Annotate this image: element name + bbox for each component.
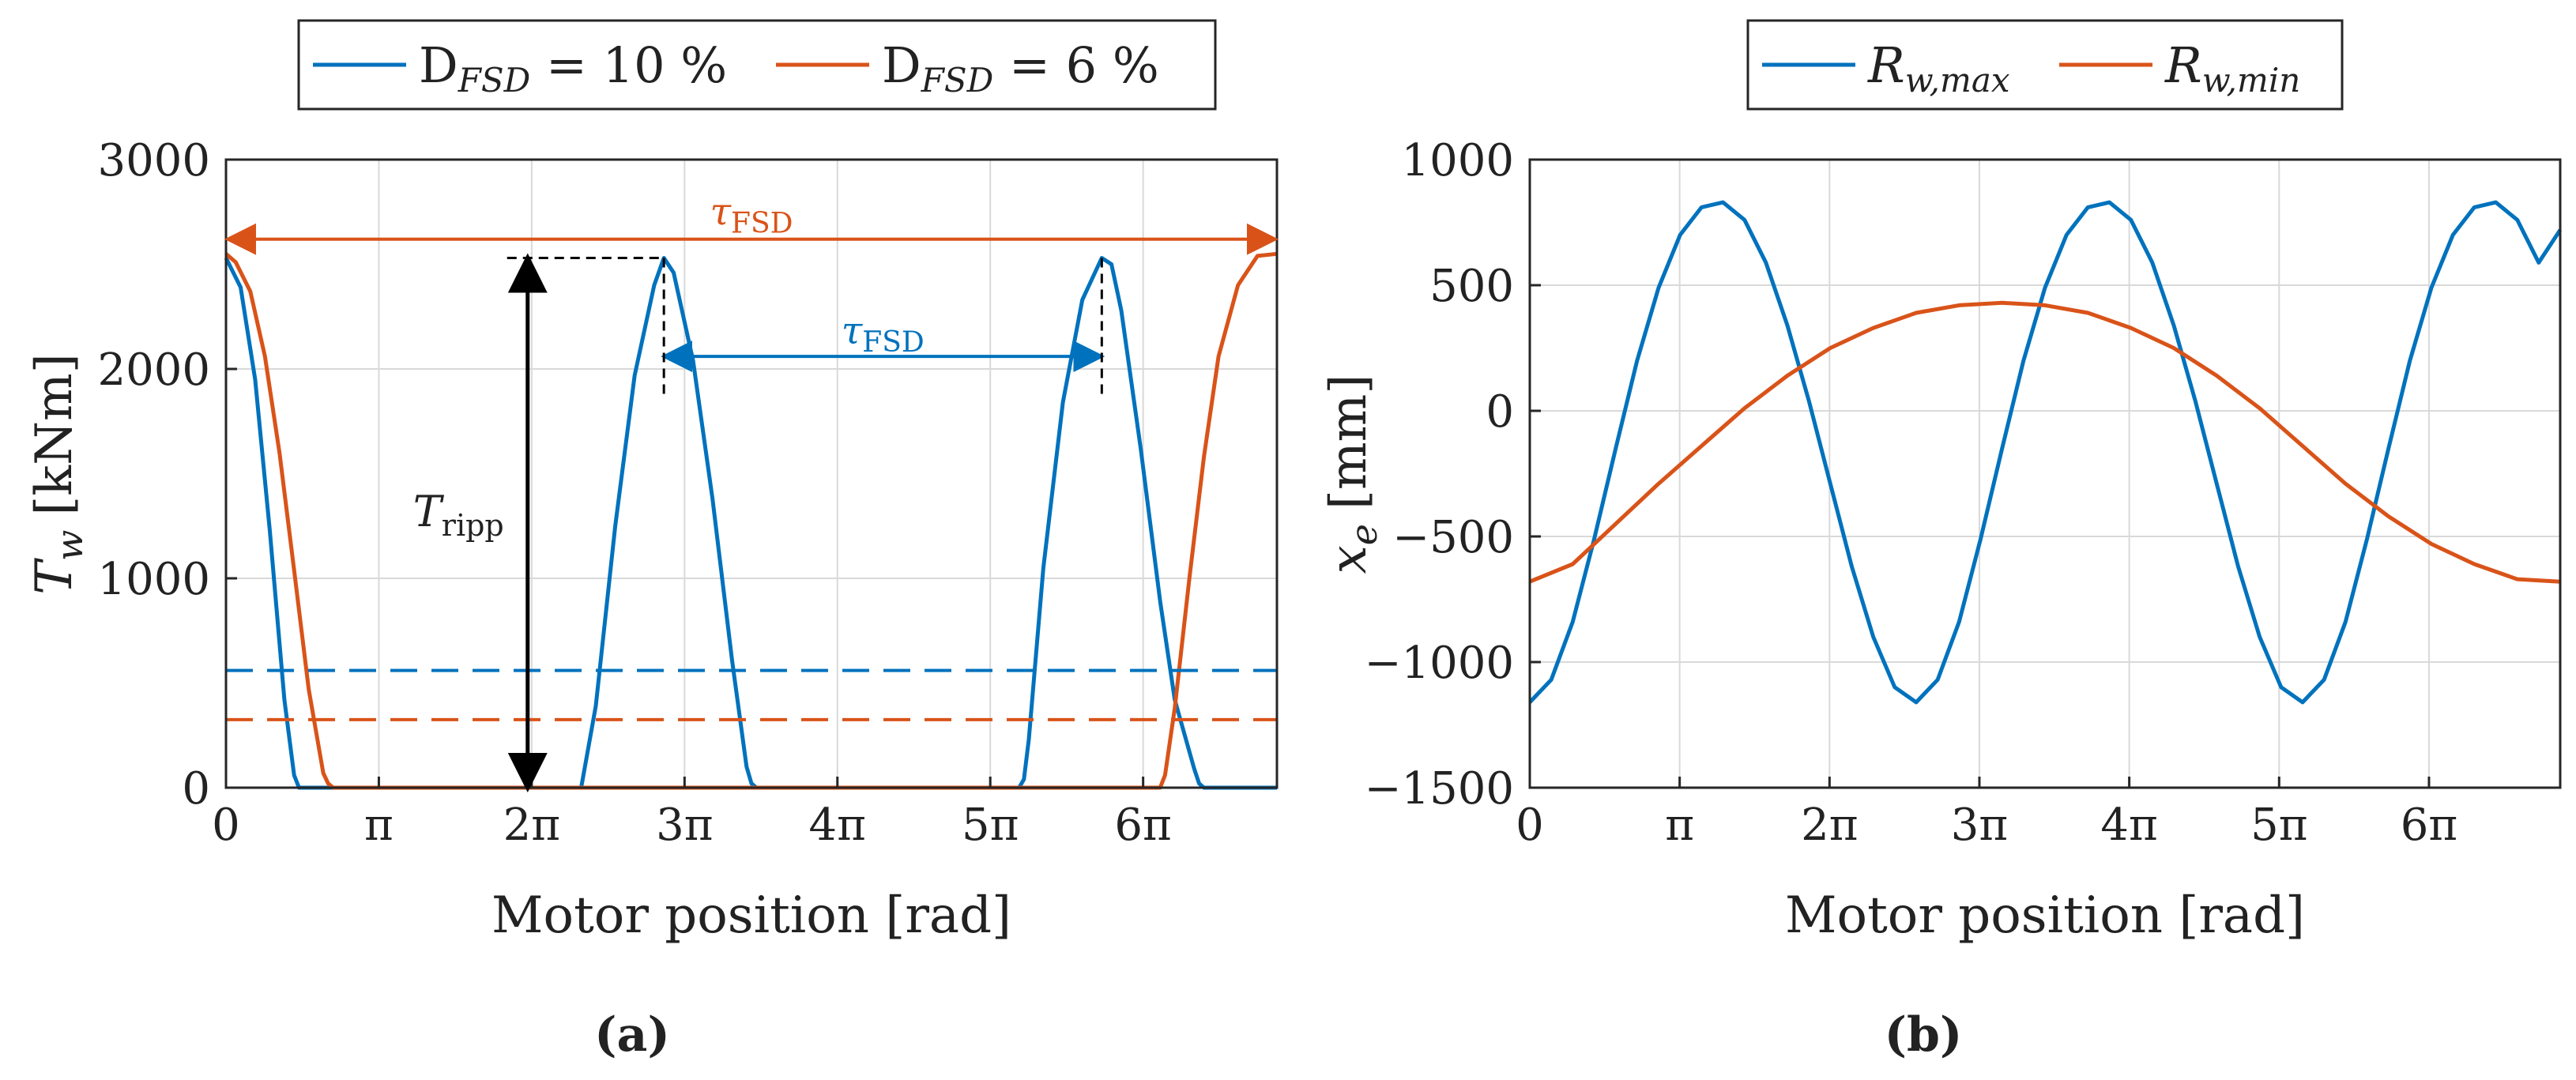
grid-a <box>226 160 1277 788</box>
legend-entry-b1: Rw,max <box>1867 36 2010 100</box>
y-tick-label: 3000 <box>97 135 210 186</box>
panel-label-a: (a) <box>594 1007 670 1063</box>
series-line-a-2 <box>224 251 1278 790</box>
annotations-a: τFSD τFSD Tripp <box>224 190 1279 792</box>
panel-label-b: (b) <box>1885 1007 1963 1063</box>
y-tick-label: −1500 <box>1365 763 1514 815</box>
x-tick-label: 2π <box>503 800 560 851</box>
ticks-b: 0 π 2π 3π 4π 5π 6π −1500 −1000 −500 0 500 1000 <box>1365 135 2458 851</box>
x-axis-label-b: Motor position [rad] <box>1785 886 2305 945</box>
x-tick-label: 6π <box>2401 800 2457 851</box>
legend-box-a <box>297 19 1217 111</box>
legend-entry-b2: Rw,min <box>2164 36 2300 100</box>
y-tick-label: −500 <box>1392 512 1514 563</box>
x-tick-label: 5π <box>2250 800 2307 851</box>
chart-panel-b: 0 π 2π 3π 4π 5π 6π −1500 −1000 −500 0 500 1000 Rw,ma… <box>1320 19 2563 1063</box>
y-axis-label-b: xe[mm] <box>1320 374 1385 574</box>
tau-fsd-label-orange: τFSD <box>710 190 793 240</box>
legend-a: DFSD = 10 % DFSD = 6 % <box>297 19 1217 111</box>
y-tick-label: 2000 <box>97 344 210 396</box>
y-tick-label: −1000 <box>1365 638 1514 689</box>
x-tick-label: 0 <box>212 800 240 851</box>
x-axis-label-a: Motor position [rad] <box>491 886 1011 945</box>
y-tick-label: 0 <box>1486 386 1514 438</box>
series-line-a-1 <box>224 256 1277 790</box>
ticks-a: 0 π 2π 3π 4π 5π 6π 0 1000 2000 3000 <box>97 135 1171 851</box>
y-tick-label: 1000 <box>97 554 210 605</box>
legend-b: Rw,max Rw,min <box>1746 19 2344 111</box>
x-tick-label: 3π <box>1951 800 2008 851</box>
series-line-b-1 <box>1528 200 2563 705</box>
legend-entry-a1: DFSD = 10 % <box>419 36 727 100</box>
y-tick-label: 0 <box>182 763 210 815</box>
x-tick-label: 6π <box>1114 800 1171 851</box>
x-tick-label: π <box>364 800 394 851</box>
y-axis-label-a: Tw[kNm] <box>25 353 91 594</box>
chart-panel-a: 0 π 2π 3π 4π 5π 6π 0 1000 2000 3000 DFSD = 10 % DF… <box>25 19 1279 1063</box>
x-tick-label: 4π <box>809 800 866 851</box>
x-tick-label: 5π <box>962 800 1019 851</box>
series-line-b-2 <box>1529 300 2561 584</box>
plot-b <box>1528 200 2563 705</box>
plot-a <box>224 251 1278 790</box>
tau-fsd-label-blue: τFSD <box>842 309 925 359</box>
axes-frame-a <box>224 158 1279 789</box>
x-tick-label: 3π <box>656 800 713 851</box>
x-tick-label: 0 <box>1516 800 1544 851</box>
y-tick-label: 500 <box>1429 261 1514 312</box>
ripple-label: Tripp <box>413 487 504 543</box>
x-tick-label: 4π <box>2100 800 2157 851</box>
x-tick-label: π <box>1665 800 1694 851</box>
legend-entry-a2: DFSD = 6 % <box>882 36 1159 100</box>
x-tick-label: 2π <box>1801 800 1858 851</box>
axes-frame-b <box>1528 158 2562 789</box>
grid-b <box>1530 160 2560 788</box>
y-tick-label: 1000 <box>1401 135 1514 186</box>
